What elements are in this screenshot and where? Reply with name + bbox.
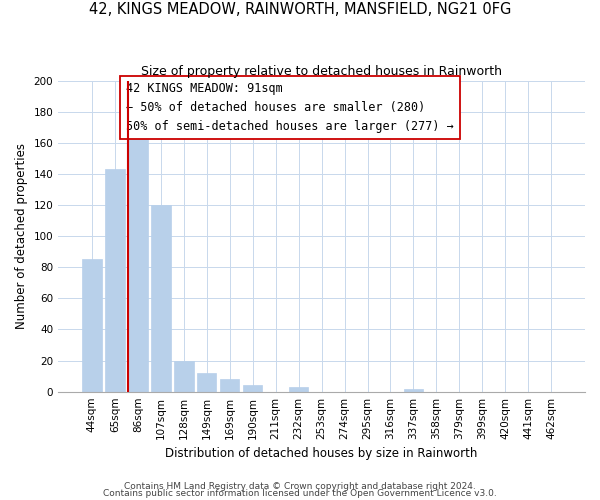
Bar — [82, 260, 101, 392]
Bar — [197, 373, 217, 392]
Bar — [243, 386, 262, 392]
Text: Contains public sector information licensed under the Open Government Licence v3: Contains public sector information licen… — [103, 490, 497, 498]
Y-axis label: Number of detached properties: Number of detached properties — [15, 143, 28, 329]
Text: 42 KINGS MEADOW: 91sqm
← 50% of detached houses are smaller (280)
50% of semi-de: 42 KINGS MEADOW: 91sqm ← 50% of detached… — [127, 82, 454, 133]
Bar — [151, 205, 170, 392]
Bar — [174, 360, 194, 392]
Title: Size of property relative to detached houses in Rainworth: Size of property relative to detached ho… — [141, 65, 502, 78]
Bar — [105, 169, 125, 392]
X-axis label: Distribution of detached houses by size in Rainworth: Distribution of detached houses by size … — [166, 447, 478, 460]
Bar — [289, 387, 308, 392]
Text: Contains HM Land Registry data © Crown copyright and database right 2024.: Contains HM Land Registry data © Crown c… — [124, 482, 476, 491]
Bar — [128, 135, 148, 392]
Text: 42, KINGS MEADOW, RAINWORTH, MANSFIELD, NG21 0FG: 42, KINGS MEADOW, RAINWORTH, MANSFIELD, … — [89, 2, 511, 18]
Bar — [404, 388, 423, 392]
Bar — [220, 379, 239, 392]
